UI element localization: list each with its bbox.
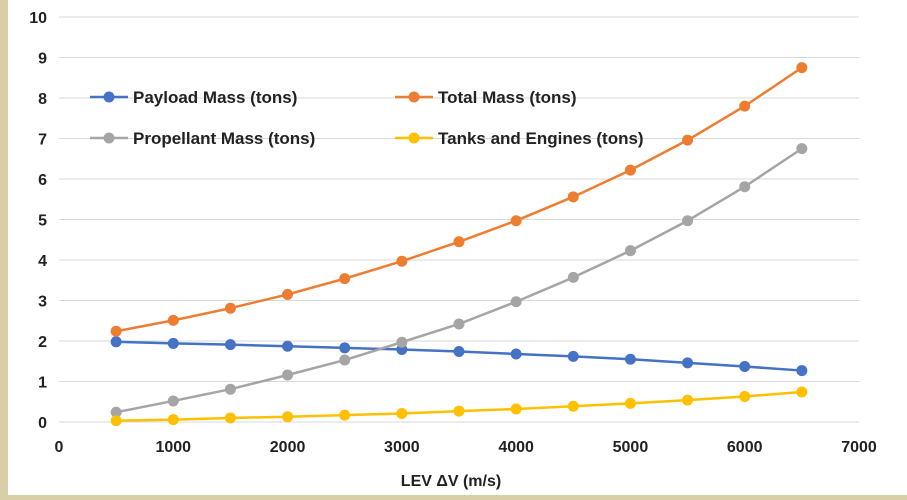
series-3-point xyxy=(224,383,236,395)
series-4-point xyxy=(110,415,122,427)
series-layer xyxy=(110,62,808,427)
x-tick-label: 7000 xyxy=(841,439,877,456)
series-3-point xyxy=(339,354,351,366)
series-2-point xyxy=(682,134,694,146)
y-tick-label: 9 xyxy=(38,51,47,68)
legend-swatch-marker xyxy=(103,132,115,144)
x-tick-label: 1000 xyxy=(155,439,191,456)
series-2-point xyxy=(624,164,636,176)
series-1-point xyxy=(567,350,579,362)
series-2-point xyxy=(567,191,579,203)
series-4-point xyxy=(682,394,694,406)
legend: Payload Mass (tons) Total Mass (tons) Prop… xyxy=(90,88,644,148)
series-4-point xyxy=(453,405,465,417)
series-3-point xyxy=(167,395,179,407)
legend-swatch-marker xyxy=(103,91,115,103)
series-4-point xyxy=(339,409,351,421)
x-tick-label: 0 xyxy=(55,439,64,456)
x-axis: 0 1000 2000 3000 4000 5000 6000 7000 xyxy=(55,439,877,456)
y-tick-label: 8 xyxy=(38,91,47,108)
series-2-point xyxy=(396,255,408,267)
series-4-point xyxy=(624,397,636,409)
line-chart: 0 1 2 3 4 5 6 7 8 9 10 0 1000 2000 3000 4000 5000 6000 70… xyxy=(29,10,877,490)
series-2-point xyxy=(282,288,294,300)
series-4-point xyxy=(396,407,408,419)
series-2-point xyxy=(110,325,122,337)
series-1-point xyxy=(110,336,122,348)
legend-label: Total Mass (tons) xyxy=(438,88,577,107)
series-4-point xyxy=(224,412,236,424)
y-tick-label: 0 xyxy=(38,415,47,432)
series-1-point xyxy=(282,340,294,352)
series-1-point xyxy=(224,339,236,351)
series-2-point xyxy=(339,273,351,285)
series-3-point xyxy=(796,143,808,155)
y-tick-label: 10 xyxy=(29,10,47,27)
series-1-point xyxy=(453,346,465,358)
series-2-point xyxy=(453,236,465,248)
x-tick-label: 6000 xyxy=(727,439,763,456)
series-2-point xyxy=(167,314,179,326)
x-tick-label: 3000 xyxy=(384,439,420,456)
x-axis-title: LEV ΔV (m/s) xyxy=(401,473,501,490)
series-2-line xyxy=(115,66,803,333)
legend-label: Tanks and Engines (tons) xyxy=(438,129,644,148)
legend-label: Propellant Mass (tons) xyxy=(133,129,315,148)
series-2-point xyxy=(796,62,808,74)
series-2-point xyxy=(224,302,236,314)
series-3-point xyxy=(510,296,522,308)
series-1-point xyxy=(739,361,751,373)
series-4-point xyxy=(282,411,294,423)
series-3-point xyxy=(682,215,694,227)
x-tick-label: 5000 xyxy=(613,439,649,456)
series-4-point xyxy=(739,390,751,402)
legend-label: Payload Mass (tons) xyxy=(133,88,297,107)
y-tick-label: 3 xyxy=(38,294,47,311)
series-3-point xyxy=(110,406,122,418)
series-4-point xyxy=(510,403,522,415)
series-2-point xyxy=(510,215,522,227)
chart-panel: 0 1 2 3 4 5 6 7 8 9 10 0 1000 2000 3000 4000 5000 6000 70… xyxy=(8,0,907,495)
series-3-point xyxy=(453,318,465,330)
y-tick-label: 1 xyxy=(38,375,47,392)
series-3-point xyxy=(739,181,751,193)
series-4-point xyxy=(167,414,179,426)
series-3-point xyxy=(624,245,636,257)
series-4-point xyxy=(567,400,579,412)
series-1-point xyxy=(510,348,522,360)
legend-swatch-marker xyxy=(408,132,420,144)
series-3-point xyxy=(282,369,294,381)
series-3-point xyxy=(567,271,579,283)
series-1-point xyxy=(167,337,179,349)
series-1-point xyxy=(796,365,808,377)
series-2-point xyxy=(739,100,751,112)
y-tick-label: 5 xyxy=(38,213,47,230)
series-1-point xyxy=(624,353,636,365)
series-4-point xyxy=(796,386,808,398)
x-tick-label: 2000 xyxy=(270,439,306,456)
y-tick-label: 4 xyxy=(38,253,47,270)
series-3-point xyxy=(396,336,408,348)
grid-lines xyxy=(59,16,859,423)
series-1-point xyxy=(339,342,351,354)
y-axis: 0 1 2 3 4 5 6 7 8 9 10 xyxy=(29,10,47,432)
y-tick-label: 7 xyxy=(38,132,47,149)
y-tick-label: 6 xyxy=(38,172,47,189)
x-tick-label: 4000 xyxy=(498,439,534,456)
legend-swatch-marker xyxy=(408,91,420,103)
y-tick-label: 2 xyxy=(38,334,47,351)
series-1-point xyxy=(682,357,694,369)
series-3-line xyxy=(115,147,803,414)
